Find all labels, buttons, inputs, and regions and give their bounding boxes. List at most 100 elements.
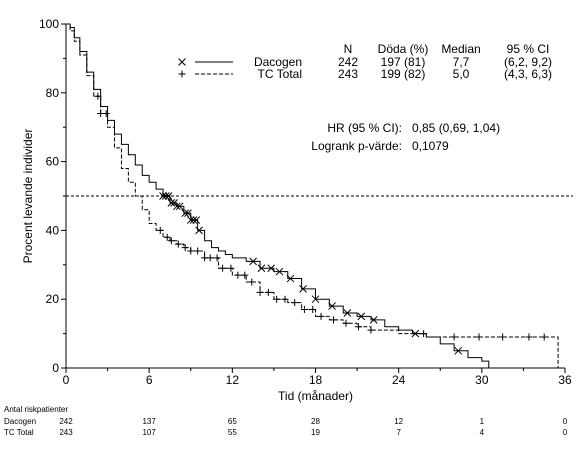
censor-mark-tc-total [234,271,242,279]
y-tick-label: 0 [52,361,59,375]
censor-mark-dacogen [186,216,195,224]
stat-value: 0,85 (0,69, 1,04) [412,121,500,135]
censor-mark-tc-total [187,247,195,255]
x-tick-label: 18 [309,373,323,387]
x-axis-label: Tid (månader) [278,389,353,403]
legend-median: 5,0 [453,67,470,81]
censor-mark-dacogen [181,209,190,218]
stat-label: HR (95 % CI): [327,121,402,135]
censor-mark-dacogen [195,226,203,235]
censor-mark-tc-total [156,226,164,234]
x-tick-label: 36 [558,373,572,387]
x-tick-label: 24 [392,373,406,387]
censor-mark-dacogen [192,216,201,224]
legend-deaths: 197 (81) [381,55,426,69]
censor-mark-dacogen [161,192,170,200]
censor-mark-dacogen [299,285,307,293]
risk-count: 137 [142,417,156,426]
censor-mark-dacogen [275,267,284,276]
censor-mark-dacogen [257,264,266,273]
censor-mark-dacogen [175,202,184,211]
y-tick-label: 80 [46,86,60,100]
legend-n: 242 [338,55,358,69]
censor-mark-tc-total [540,333,548,341]
censor-mark-tc-total [181,244,189,252]
y-tick-label: 20 [46,292,60,306]
legend-ci: (4,3, 6,3) [504,67,552,81]
risk-count: 243 [59,428,73,437]
censor-mark-dacogen [286,274,295,283]
risk-count: 7 [396,428,401,437]
censor-mark-tc-total [206,254,214,262]
y-tick-label: 100 [39,17,59,31]
y-axis-label: Procent levande individer [21,129,35,264]
legend-n: 243 [338,67,358,81]
censor-mark-tc-total [525,333,533,341]
risk-table-title: Antal riskpatienter [4,405,68,414]
legend-header-n: N [344,42,353,56]
censor-mark-tc-total [420,330,428,338]
censor-mark-tc-total [102,109,110,117]
censor-mark-tc-total [219,264,227,272]
censor-mark-dacogen [328,302,336,310]
censor-mark-tc-total [163,233,171,241]
risk-count: 0 [563,428,568,437]
censor-mark-tc-total [264,288,272,296]
stat-value: 0,1079 [412,139,449,153]
censor-mark-tc-total [291,299,299,307]
censor-mark-dacogen [184,209,192,218]
censor-mark-dacogen [167,199,176,207]
survival-curve-dacogen [66,23,490,368]
risk-count: 65 [228,417,237,426]
risk-count: 1 [480,417,485,426]
censor-mark-tc-total [317,312,325,320]
censor-mark-dacogen [343,309,352,317]
censor-mark-dacogen [189,216,198,224]
censor-mark-tc-total [273,295,281,303]
legend-marker-0 [178,58,186,66]
censor-mark-tc-total [450,333,458,341]
y-tick-label: 40 [46,223,60,237]
censor-mark-tc-total [309,306,317,314]
legend-median: 7,7 [453,55,470,69]
censor-mark-tc-total [281,295,289,303]
x-tick-label: 6 [146,373,153,387]
y-tick-label: 60 [46,155,60,169]
legend-header-deaths: Döda (%) [378,42,429,56]
censor-mark-tc-total [367,326,375,334]
censor-mark-dacogen [369,315,378,324]
censor-mark-tc-total [330,316,338,324]
censor-mark-tc-total [227,264,235,272]
censor-mark-dacogen [164,192,173,200]
risk-row-label: Dacogen [4,417,36,426]
risk-row-label: TC Total [4,428,34,437]
risk-count: 107 [142,428,156,437]
x-tick-label: 12 [226,373,240,387]
risk-count: 242 [59,417,73,426]
legend-series-name: TC Total [258,67,302,81]
legend-deaths: 199 (82) [381,67,426,81]
censor-mark-tc-total [167,237,175,245]
censor-mark-tc-total [342,319,350,327]
legend-series-name: Dacogen [254,55,302,69]
risk-count: 28 [311,417,320,426]
risk-count: 55 [228,428,237,437]
x-tick-label: 0 [63,373,70,387]
censor-mark-dacogen [454,346,463,355]
censor-mark-dacogen [173,202,181,211]
censor-mark-tc-total [475,333,483,341]
censor-mark-tc-total [174,240,182,248]
risk-count: 0 [563,417,568,426]
censor-mark-tc-total [213,254,221,262]
censor-mark-dacogen [159,192,167,200]
censor-mark-dacogen [357,312,366,321]
risk-count: 12 [394,417,403,426]
censor-mark-tc-total [241,271,249,279]
censor-mark-tc-total [300,306,308,314]
censor-mark-dacogen [249,257,257,266]
censor-mark-tc-total [256,288,264,296]
legend-marker-1 [178,70,186,78]
censor-mark-tc-total [94,92,102,100]
censor-mark-dacogen [411,329,420,338]
censor-mark-tc-total [354,323,362,331]
